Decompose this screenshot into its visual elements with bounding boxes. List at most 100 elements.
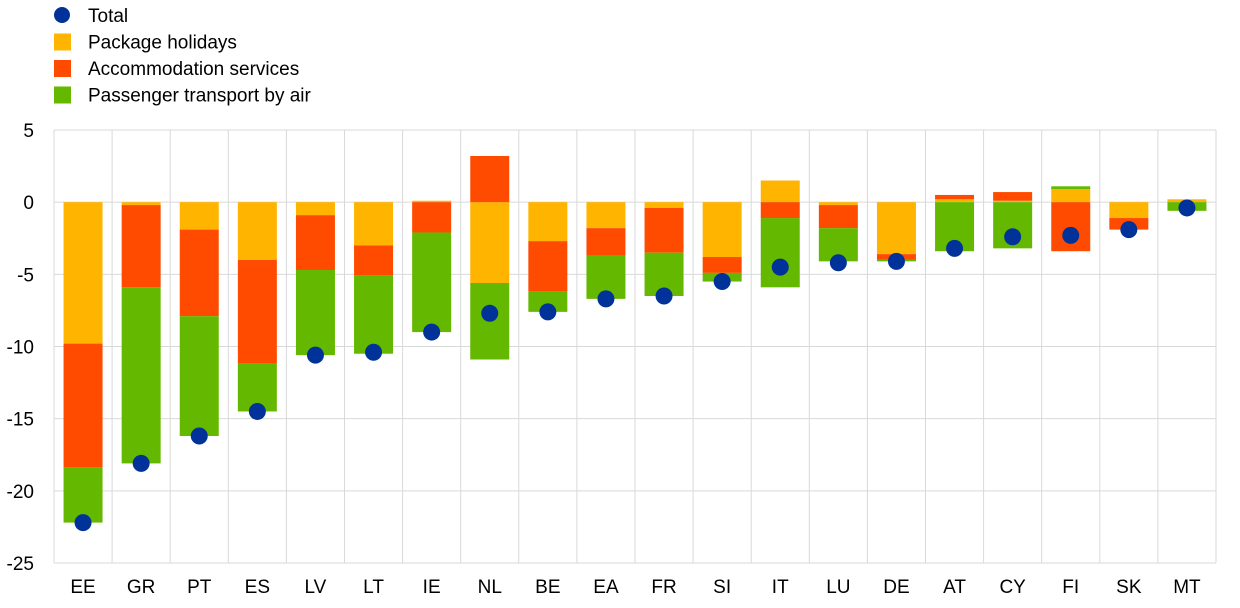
total-marker-nl xyxy=(481,304,499,322)
legend-swatch-accommodation-services xyxy=(54,60,71,77)
bar-passenger-transport-by-air-fi xyxy=(1051,186,1091,190)
x-tick-label-fi: FI xyxy=(1062,577,1079,598)
bar-passenger-transport-by-air-lt xyxy=(354,275,394,354)
total-marker-fi xyxy=(1062,226,1080,244)
total-marker-de xyxy=(887,252,905,270)
legend-label-accommodation-services: Accommodation services xyxy=(88,59,299,80)
bar-package-holidays-fr xyxy=(644,202,684,208)
total-marker-cy xyxy=(1004,228,1022,246)
bar-accommodation-services-be xyxy=(528,241,568,292)
bar-package-holidays-it xyxy=(760,180,800,203)
x-tick-label-lt: LT xyxy=(363,577,384,598)
total-marker-pt xyxy=(190,427,208,445)
total-marker-es xyxy=(248,402,266,420)
x-tick-label-ea: EA xyxy=(593,577,619,598)
x-axis: EE GR PT ES LV LT IE NL BE EA FR SI IT LU DE AT CY FI SK MT xyxy=(70,577,1201,598)
bar-accommodation-services-gr xyxy=(121,205,161,288)
x-tick-label-ie: IE xyxy=(423,577,441,598)
bar-accommodation-services-ee xyxy=(63,343,103,468)
y-tick-label: -20 xyxy=(7,482,34,503)
bar-accommodation-services-lt xyxy=(354,245,394,276)
bar-package-holidays-es xyxy=(237,202,277,260)
y-tick-label: -10 xyxy=(7,338,34,359)
total-marker-lu xyxy=(829,254,847,272)
x-tick-label-lu: LU xyxy=(826,577,850,598)
x-tick-label-at: AT xyxy=(943,577,966,598)
legend: Total Package holidays Accommodation servi… xyxy=(54,6,312,107)
bar-package-holidays-nl xyxy=(470,202,510,283)
x-tick-label-lv: LV xyxy=(305,577,327,598)
total-marker-lt xyxy=(365,343,383,361)
x-tick-label-nl: NL xyxy=(478,577,502,598)
bar-package-holidays-ee xyxy=(63,202,103,344)
x-tick-label-ee: EE xyxy=(70,577,95,598)
bar-passenger-transport-by-air-lv xyxy=(295,270,335,356)
total-marker-sk xyxy=(1120,221,1138,239)
gridlines xyxy=(53,129,1217,564)
legend-label-total: Total xyxy=(88,6,128,27)
bar-package-holidays-be xyxy=(528,202,568,242)
x-tick-label-pt: PT xyxy=(187,577,212,598)
bar-accommodation-services-fr xyxy=(644,207,684,253)
total-marker-it xyxy=(771,258,789,276)
bar-package-holidays-si xyxy=(702,202,742,258)
bar-package-holidays-de xyxy=(876,202,916,255)
bar-accommodation-services-es xyxy=(237,259,277,364)
bar-package-holidays-lv xyxy=(295,202,335,216)
bar-accommodation-services-si xyxy=(702,257,742,273)
legend-label-package-holidays: Package holidays xyxy=(88,33,237,54)
bars xyxy=(63,155,1207,523)
bar-package-holidays-fi xyxy=(1051,189,1091,203)
y-axis: 5 0 -5 -10 -15 -20 -25 xyxy=(7,121,34,575)
total-marker-gr xyxy=(132,454,150,472)
bar-package-holidays-ie xyxy=(412,200,452,203)
total-marker-si xyxy=(713,273,731,291)
legend-label-passenger-transport-by-air: Passenger transport by air xyxy=(88,86,312,107)
total-marker-lv xyxy=(306,346,324,364)
y-tick-label: 0 xyxy=(23,193,34,214)
total-marker-fr xyxy=(655,287,673,305)
bar-passenger-transport-by-air-gr xyxy=(121,287,161,464)
bar-package-holidays-cy xyxy=(993,200,1033,203)
y-tick-label: 5 xyxy=(23,121,34,142)
total-marker-mt xyxy=(1178,199,1196,217)
y-tick-label: -5 xyxy=(17,265,34,286)
x-tick-label-be: BE xyxy=(535,577,560,598)
bar-passenger-transport-by-air-be xyxy=(528,291,568,312)
bar-accommodation-services-lu xyxy=(818,205,858,229)
total-marker-ee xyxy=(74,514,92,532)
bar-accommodation-services-it xyxy=(760,202,800,219)
bar-accommodation-services-ea xyxy=(586,228,626,256)
bar-passenger-transport-by-air-ee xyxy=(63,467,103,523)
bar-accommodation-services-pt xyxy=(179,229,219,317)
x-tick-label-cy: CY xyxy=(999,577,1026,598)
bar-accommodation-services-lv xyxy=(295,215,335,271)
legend-marker-total xyxy=(54,7,70,23)
total-marker-ea xyxy=(597,290,615,308)
bar-accommodation-services-fi xyxy=(1051,202,1091,252)
total-marker-be xyxy=(539,303,557,321)
bar-package-holidays-lu xyxy=(818,202,858,206)
x-tick-label-es: ES xyxy=(245,577,270,598)
bar-accommodation-services-at xyxy=(935,194,975,200)
x-tick-label-it: IT xyxy=(772,577,789,598)
bar-passenger-transport-by-air-it xyxy=(760,218,800,288)
x-tick-label-sk: SK xyxy=(1116,577,1142,598)
bar-package-holidays-ea xyxy=(586,202,626,229)
x-tick-label-de: DE xyxy=(883,577,909,598)
bar-accommodation-services-ie xyxy=(412,202,452,233)
total-marker-ie xyxy=(423,323,441,341)
x-tick-label-fr: FR xyxy=(651,577,676,598)
total-marker-at xyxy=(946,239,964,257)
x-tick-label-si: SI xyxy=(713,577,731,598)
bar-passenger-transport-by-air-ie xyxy=(412,232,452,333)
bar-accommodation-services-cy xyxy=(993,192,1033,201)
bar-passenger-transport-by-air-pt xyxy=(179,316,219,436)
x-tick-label-mt: MT xyxy=(1173,577,1201,598)
x-tick-label-gr: GR xyxy=(127,577,156,598)
y-tick-label: -15 xyxy=(7,410,34,431)
bar-package-holidays-at xyxy=(935,199,975,203)
bar-package-holidays-gr xyxy=(121,202,161,206)
legend-swatch-package-holidays xyxy=(54,33,71,51)
bar-package-holidays-lt xyxy=(354,202,394,246)
